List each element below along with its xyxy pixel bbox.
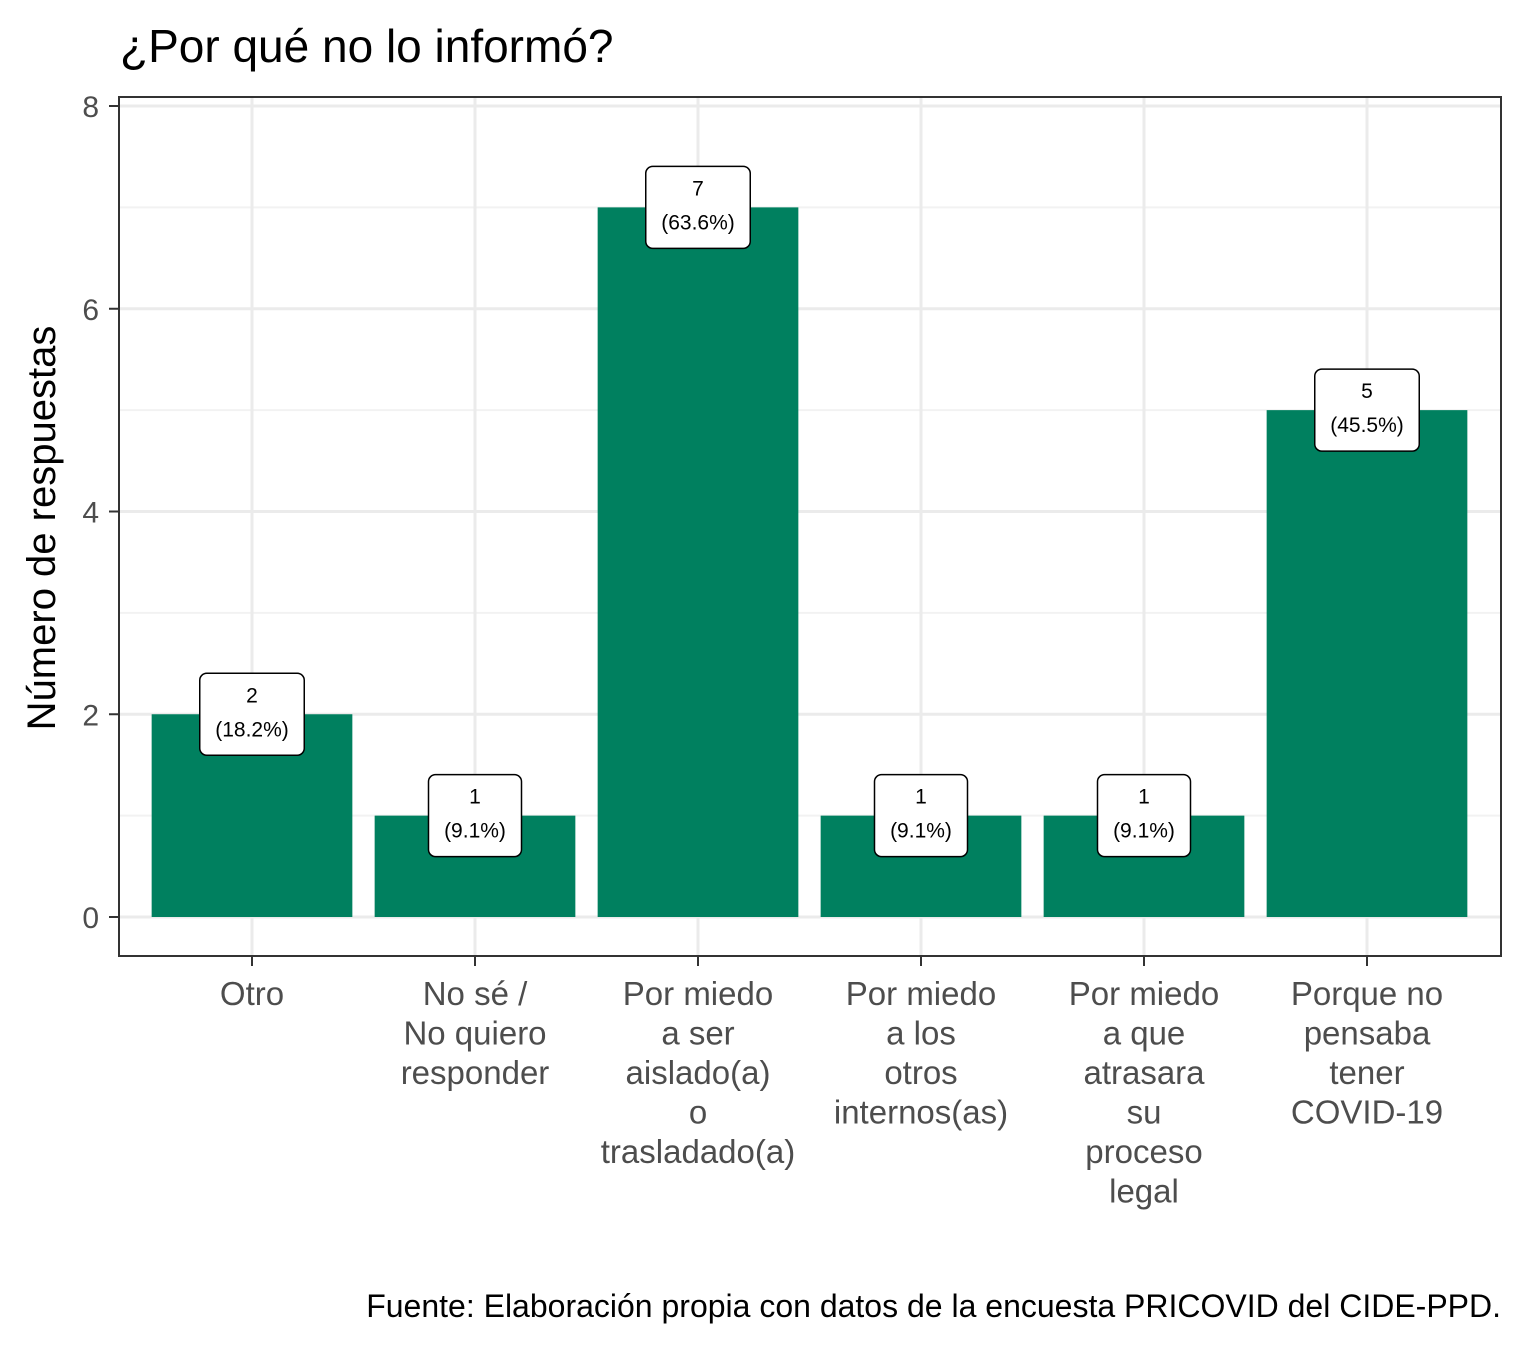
y-tick-label: 4: [82, 497, 99, 530]
data-label: 5 (45.5%): [1314, 368, 1420, 452]
bars: [151, 207, 1468, 917]
data-label: 1 (9.1%): [1096, 773, 1192, 858]
chart-title: ¿Por qué no lo informó?: [120, 20, 614, 72]
plot-border: [118, 96, 1502, 957]
x-axis: Otro No sé / No quiero responder Por miedo a …: [220, 956, 1443, 1210]
data-label-text: 1: [1138, 786, 1150, 809]
bar: [597, 207, 799, 917]
x-tick-label: Por miedo a los otros internos(as): [834, 975, 1008, 1131]
data-label-text: 5: [1361, 380, 1373, 403]
data-label-text: 2: [246, 684, 258, 707]
y-tick-label: 8: [82, 91, 99, 124]
data-label-text: 1: [915, 786, 927, 809]
y-tick-label: 0: [82, 902, 99, 935]
data-label: 1 (9.1%): [427, 773, 523, 858]
data-label-text: 7: [692, 177, 704, 200]
x-tick-label: Otro: [220, 975, 284, 1012]
chart-caption: Fuente: Elaboración propia con datos de …: [366, 1288, 1501, 1324]
data-label-box: [199, 672, 305, 756]
y-axis-label: Número de respuestas: [20, 326, 64, 731]
data-label-text: (63.6%): [661, 211, 735, 234]
bar: [1266, 410, 1468, 917]
data-label-box: [1096, 773, 1192, 858]
data-labels: 2 (18.2%) 1 (9.1%) 7 (63.6%) 1 (9.1%) 1 (9.1%) 5 (4…: [199, 165, 1420, 858]
data-label: 7 (63.6%): [645, 165, 751, 250]
x-tick-label: Porque no pensaba tener COVID-19: [1291, 975, 1443, 1131]
x-tick-label: Por miedo a ser aislado(a) o trasladado(a): [601, 975, 795, 1170]
data-label-box: [1314, 368, 1420, 452]
y-axis: 0 2 4 6 8: [82, 91, 119, 935]
y-tick-label: 6: [82, 294, 99, 327]
x-tick-label: Por miedo a que atrasara su proceso legal: [1069, 975, 1219, 1210]
y-tick-label: 2: [82, 699, 99, 732]
data-label-text: (9.1%): [1113, 820, 1175, 843]
data-label-box: [873, 773, 969, 858]
data-label-text: (45.5%): [1330, 414, 1404, 437]
data-label-box: [645, 165, 751, 250]
data-label-box: [427, 773, 523, 858]
data-label: 1 (9.1%): [873, 773, 969, 858]
data-label-text: (18.2%): [215, 718, 289, 741]
data-label-text: 1: [469, 786, 481, 809]
data-label-text: (9.1%): [890, 820, 952, 843]
x-tick-label: No sé / No quiero responder: [401, 975, 550, 1091]
data-label: 2 (18.2%): [199, 672, 305, 756]
data-label-text: (9.1%): [444, 820, 506, 843]
